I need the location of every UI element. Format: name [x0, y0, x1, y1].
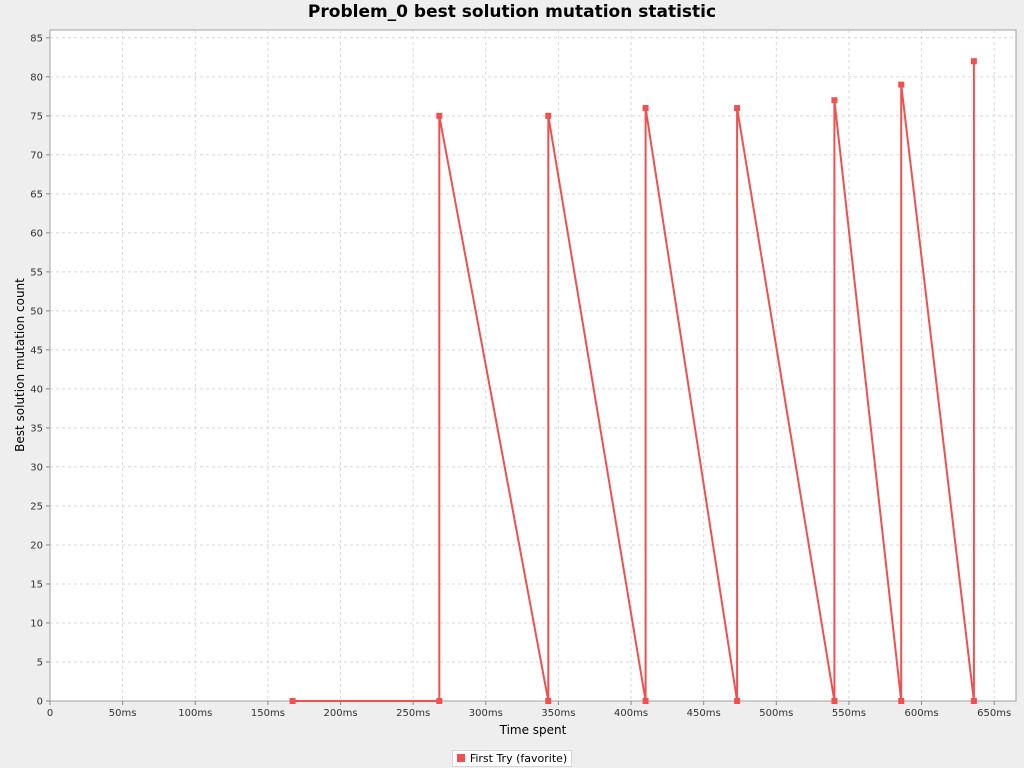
data-point	[970, 58, 977, 65]
x-tick-label: 50ms	[109, 708, 137, 719]
data-point	[436, 112, 443, 119]
y-axis-title: Best solution mutation count	[13, 278, 27, 452]
data-point	[831, 698, 838, 704]
data-point	[642, 105, 649, 112]
y-tick-label: 15	[30, 579, 43, 590]
y-tick-label: 65	[30, 189, 43, 200]
data-point	[545, 698, 552, 704]
x-tick-label: 600ms	[905, 708, 939, 719]
x-tick-label: 300ms	[469, 708, 503, 719]
y-tick-label: 45	[30, 345, 43, 356]
data-point	[734, 105, 741, 112]
x-axis-title: Time spent	[499, 723, 567, 737]
y-tick-label: 60	[30, 228, 43, 239]
chart-title: Problem_0 best solution mutation statist…	[307, 2, 717, 22]
x-tick-label: 150ms	[251, 708, 285, 719]
data-point	[898, 698, 905, 704]
x-tick-label: 500ms	[759, 708, 793, 719]
data-point	[898, 81, 905, 88]
x-tick-label: 0	[47, 708, 53, 719]
data-point	[734, 698, 741, 704]
y-tick-label: 40	[30, 384, 43, 395]
legend-label: First Try (favorite)	[469, 751, 568, 765]
plot-area	[49, 29, 1017, 702]
data-point	[436, 698, 443, 704]
x-tick-label: 650ms	[977, 708, 1011, 719]
legend-swatch	[456, 754, 465, 762]
y-tick-label: 55	[30, 267, 43, 278]
data-point	[970, 698, 977, 704]
x-tick-label: 200ms	[324, 708, 358, 719]
x-tick-label: 250ms	[396, 708, 430, 719]
x-tick-label: 450ms	[687, 708, 721, 719]
y-tick-label: 70	[30, 150, 43, 161]
y-tick-label: 5	[37, 657, 43, 668]
y-tick-label: 10	[30, 618, 43, 629]
data-point	[642, 698, 649, 704]
y-tick-label: 50	[30, 306, 43, 317]
data-point	[545, 112, 552, 119]
x-tick-label: 550ms	[832, 708, 866, 719]
x-tick-label: 350ms	[541, 708, 575, 719]
legend-item: First Try (favorite)	[451, 749, 573, 767]
y-tick-label: 25	[30, 501, 43, 512]
y-tick-label: 30	[30, 462, 43, 473]
y-tick-label: 20	[30, 540, 43, 551]
x-tick-label: 100ms	[178, 708, 212, 719]
data-point	[289, 698, 296, 704]
y-tick-label: 0	[37, 697, 43, 708]
legend: First Try (favorite)	[0, 747, 1024, 767]
axes: 0 50ms 100ms 150ms 200ms 250ms 300ms 350ms 400ms…	[30, 33, 1011, 719]
data-point	[831, 97, 838, 104]
series-layer	[289, 58, 977, 704]
y-tick-label: 75	[30, 111, 43, 122]
y-tick-label: 35	[30, 423, 43, 434]
x-tick-label: 400ms	[614, 708, 648, 719]
y-tick-label: 80	[30, 72, 43, 83]
y-tick-label: 85	[30, 33, 43, 44]
